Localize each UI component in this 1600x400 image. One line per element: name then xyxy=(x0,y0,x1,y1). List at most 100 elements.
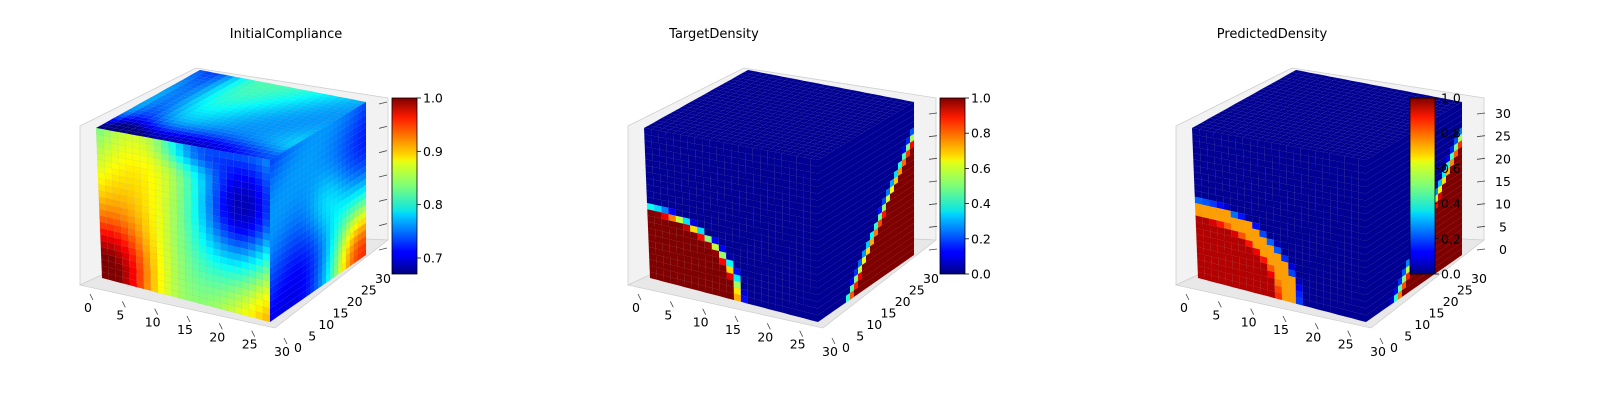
z-tick-label: 25 xyxy=(1495,129,1511,144)
x-tick-mark xyxy=(186,315,191,323)
z-tick-mark xyxy=(1476,180,1486,183)
x-tick-label: 15 xyxy=(725,322,741,337)
y-tick-label: 5 xyxy=(856,329,864,344)
chart-title: InitialCompliance xyxy=(230,27,343,42)
x-tick-mark xyxy=(1185,293,1190,301)
x-tick-mark xyxy=(121,301,126,308)
x-tick-mark xyxy=(1217,301,1222,308)
y-tick-label: 15 xyxy=(333,306,349,321)
z-tick-mark xyxy=(928,225,938,228)
colorbar-tick-label: 0.2 xyxy=(1441,231,1461,246)
x-tick-label: 5 xyxy=(116,307,124,322)
cube-right-face xyxy=(269,101,367,323)
x-tick-label: 30 xyxy=(822,344,838,359)
colorbar-tick-label: 1.0 xyxy=(423,91,443,106)
x-tick-mark xyxy=(251,330,256,337)
z-tick-mark xyxy=(378,223,388,227)
chart-title: PredictedDensity xyxy=(1217,27,1328,42)
colorbar-tick-label: 0.7 xyxy=(423,251,443,266)
z-tick-mark xyxy=(1476,112,1486,115)
x-tick-label: 30 xyxy=(274,344,290,359)
panel-target-density: TargetDensity051015202530051015202530051… xyxy=(626,27,991,359)
y-tick-label: 20 xyxy=(1443,294,1459,309)
colorbar: 0.7 0.8 0.9 1.0 xyxy=(391,91,443,275)
z-tick-label: 30 xyxy=(1495,106,1511,121)
colorbar-gradient xyxy=(1409,97,1436,275)
x-tick-mark xyxy=(154,308,159,315)
y-tick-label: 20 xyxy=(347,294,363,309)
colorbar-tick-label: 0.2 xyxy=(971,231,991,246)
y-tick-label: 0 xyxy=(842,340,850,355)
colorbar-tick-label: 0.0 xyxy=(971,267,991,282)
x-tick-mark xyxy=(218,323,223,330)
chart-title: TargetDensity xyxy=(668,27,759,42)
colorbar-tick-label: 0.4 xyxy=(1441,196,1461,211)
colorbar-tick-label: 0.4 xyxy=(971,196,991,211)
x-tick-mark xyxy=(831,337,836,345)
z-tick-mark xyxy=(928,248,938,251)
x-tick-mark xyxy=(766,323,771,330)
x-tick-label: 0 xyxy=(1180,300,1188,315)
z-tick-mark xyxy=(378,174,388,178)
x-tick-mark xyxy=(734,315,739,323)
x-tick-label: 10 xyxy=(145,315,161,330)
colorbar-tick-label: 0.6 xyxy=(971,161,991,176)
z-tick-label: 20 xyxy=(1495,151,1511,166)
x-tick-mark xyxy=(1250,308,1255,315)
colorbar: 0.0 0.2 0.4 0.6 0.8 1.0 xyxy=(1409,91,1461,282)
y-tick-label: 15 xyxy=(1429,306,1445,321)
z-tick-mark xyxy=(378,125,388,129)
x-tick-label: 15 xyxy=(1273,322,1289,337)
x-tick-label: 25 xyxy=(1338,337,1354,352)
cube-right-face xyxy=(817,101,915,323)
colorbar-tick-label: 0.8 xyxy=(971,126,991,141)
x-tick-label: 5 xyxy=(664,307,672,322)
y-tick-label: 25 xyxy=(361,283,377,298)
colorbar-tick-label: 0.0 xyxy=(1441,267,1461,282)
x-tick-mark xyxy=(799,330,804,337)
z-tick-label: 10 xyxy=(1495,197,1511,212)
x-tick-label: 25 xyxy=(790,337,806,352)
z-tick-mark xyxy=(928,203,938,206)
cube-front-face xyxy=(1191,127,1367,323)
z-tick-mark xyxy=(928,157,938,160)
colorbar-tick-label: 0.6 xyxy=(1441,161,1461,176)
x-tick-label: 25 xyxy=(242,337,258,352)
cube-top-face xyxy=(643,69,915,161)
x-tick-label: 30 xyxy=(1370,344,1386,359)
colorbar-tick-label: 1.0 xyxy=(1441,91,1461,106)
x-tick-mark xyxy=(1282,315,1287,323)
z-tick-mark xyxy=(928,135,938,138)
x-tick-label: 20 xyxy=(209,329,225,344)
y-tick-label: 5 xyxy=(308,329,316,344)
x-tick-mark xyxy=(702,308,707,315)
cube-top-face xyxy=(95,69,367,161)
colorbar-tick-label: 0.8 xyxy=(423,197,443,212)
y-tick-label: 10 xyxy=(866,317,882,332)
cube-front-face xyxy=(95,127,271,323)
colorbar-tick-label: 0.8 xyxy=(1441,126,1461,141)
colorbar-gradient xyxy=(391,97,418,275)
y-tick-label: 0 xyxy=(294,340,302,355)
z-tick-mark xyxy=(928,112,938,115)
z-tick-label: 5 xyxy=(1499,219,1507,234)
x-tick-label: 20 xyxy=(757,329,773,344)
x-tick-label: 20 xyxy=(1305,329,1321,344)
colorbar-gradient xyxy=(939,97,966,275)
x-tick-mark xyxy=(637,293,642,301)
x-tick-mark xyxy=(283,337,288,345)
y-tick-label: 15 xyxy=(881,306,897,321)
z-tick-mark xyxy=(1476,135,1486,138)
colorbar-tick-label: 0.9 xyxy=(423,144,443,159)
z-tick-mark xyxy=(1476,203,1486,206)
x-tick-mark xyxy=(89,293,94,301)
x-tick-mark xyxy=(1314,323,1319,330)
x-tick-label: 10 xyxy=(693,315,709,330)
x-tick-mark xyxy=(1379,337,1384,345)
z-tick-mark xyxy=(1476,157,1486,160)
y-tick-label: 10 xyxy=(1414,317,1430,332)
z-tick-mark xyxy=(378,101,388,105)
z-tick-mark xyxy=(1476,248,1486,251)
